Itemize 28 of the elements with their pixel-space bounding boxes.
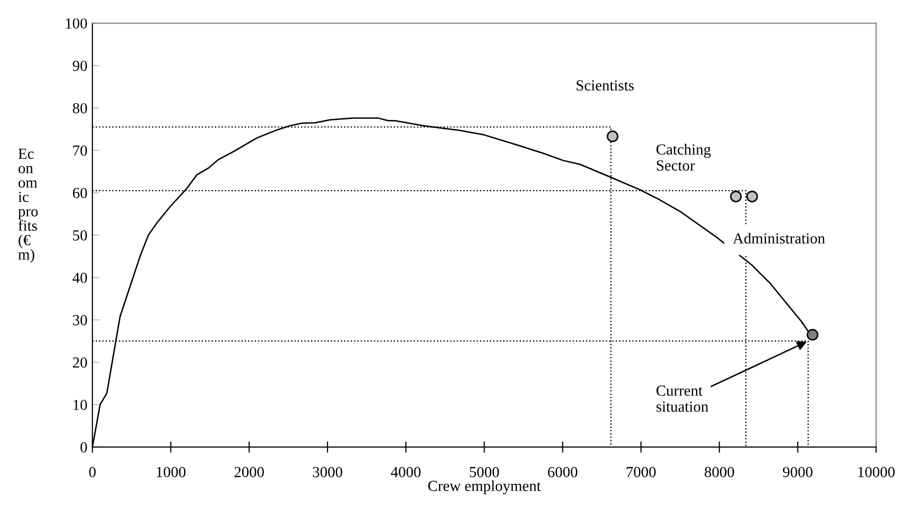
annotation: Current situation: [656, 386, 708, 412]
x-axis-title: Crew employment: [428, 480, 541, 494]
annotation: Administration: [732, 232, 825, 244]
y-tick-label: 30: [73, 315, 87, 326]
x-tick-label: 9000: [782, 466, 812, 478]
annotation: Scientists: [576, 80, 634, 91]
x-tick-label: 0: [89, 466, 96, 478]
y-tick-label: 100: [66, 18, 87, 29]
annotation: Catching Sector: [656, 144, 711, 171]
x-tick-label: 1000: [156, 466, 186, 478]
y-axis-title: Ec on om ic pro fits (€ m): [18, 148, 38, 263]
x-tick-label: 3000: [312, 466, 342, 478]
x-tick-label: 5000: [470, 466, 499, 478]
y-tick-label: 80: [72, 103, 87, 114]
x-tick-label: 2000: [234, 466, 264, 478]
y-tick-label: 70: [73, 145, 87, 156]
y-tick-label: 10: [74, 400, 87, 410]
y-tick-label: 90: [72, 60, 87, 72]
x-tick-label: 8000: [704, 466, 734, 478]
x-tick-label: 6000: [548, 466, 578, 478]
x-tick-label: 10000: [858, 466, 895, 478]
y-tick-label: 0: [80, 442, 87, 452]
y-tick-label: 50: [73, 230, 87, 241]
y-tick-label: 60: [72, 188, 87, 198]
x-tick-label: 7000: [626, 466, 656, 478]
y-tick-label: 20: [72, 357, 87, 368]
x-tick-label: 4000: [390, 466, 421, 478]
y-tick-label: 40: [72, 272, 87, 283]
